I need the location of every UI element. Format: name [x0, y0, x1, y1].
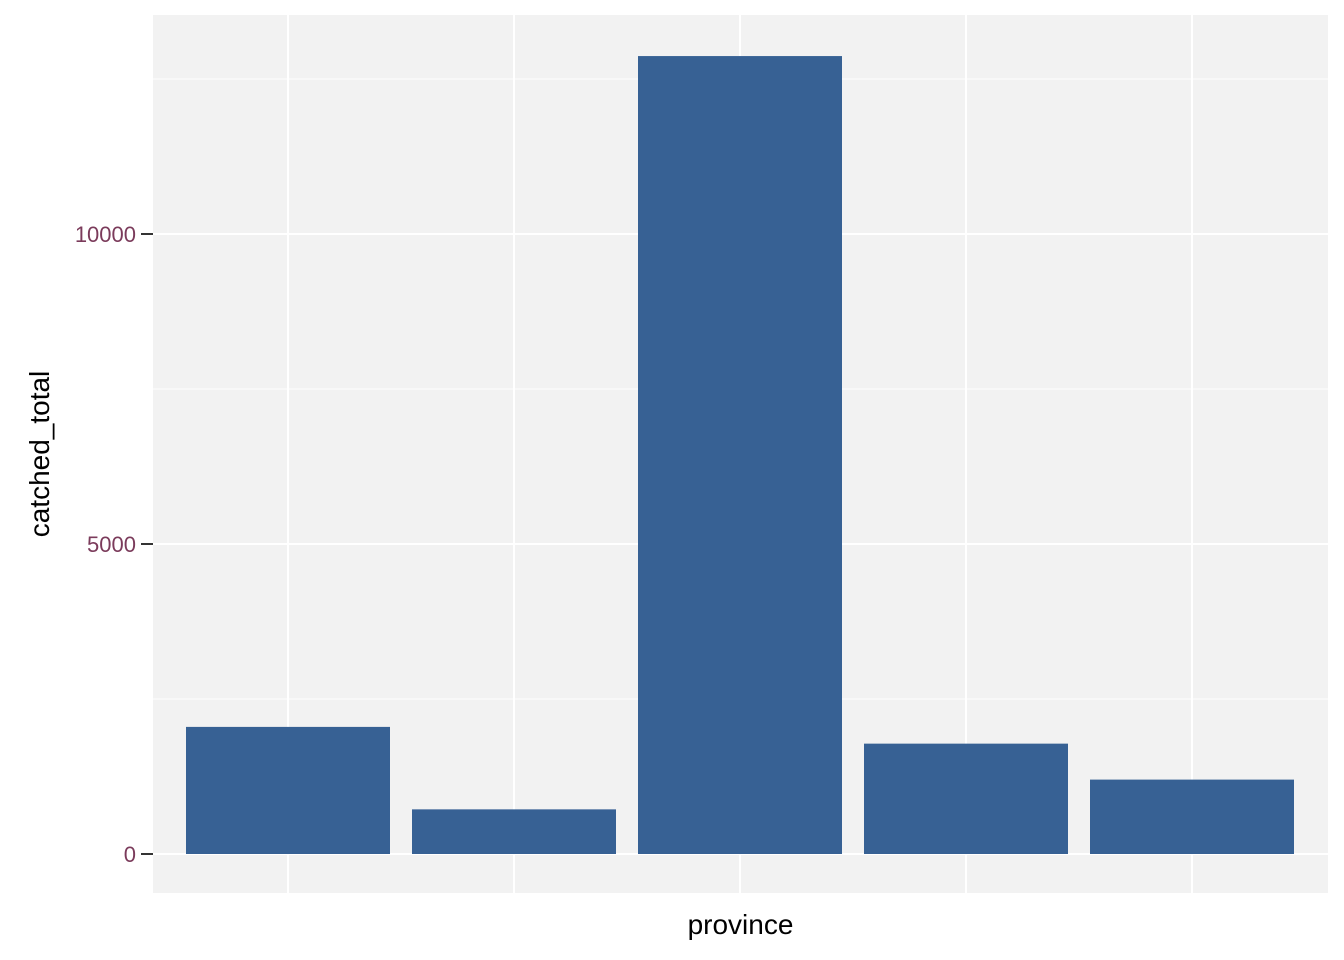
- bar-2: [412, 809, 616, 854]
- y-tick-label: 5000: [87, 532, 136, 557]
- y-tick-label: 0: [124, 842, 136, 867]
- bar-4: [864, 743, 1068, 854]
- y-tick-label: 10000: [75, 222, 136, 247]
- bar-5: [1090, 779, 1294, 854]
- y-axis: 0 5000 10000: [75, 222, 153, 867]
- bar-3: [638, 56, 842, 855]
- bars: [186, 56, 1294, 855]
- bar-1: [186, 726, 390, 854]
- y-axis-title: catched_total: [24, 371, 55, 538]
- x-axis-title: province: [688, 909, 794, 940]
